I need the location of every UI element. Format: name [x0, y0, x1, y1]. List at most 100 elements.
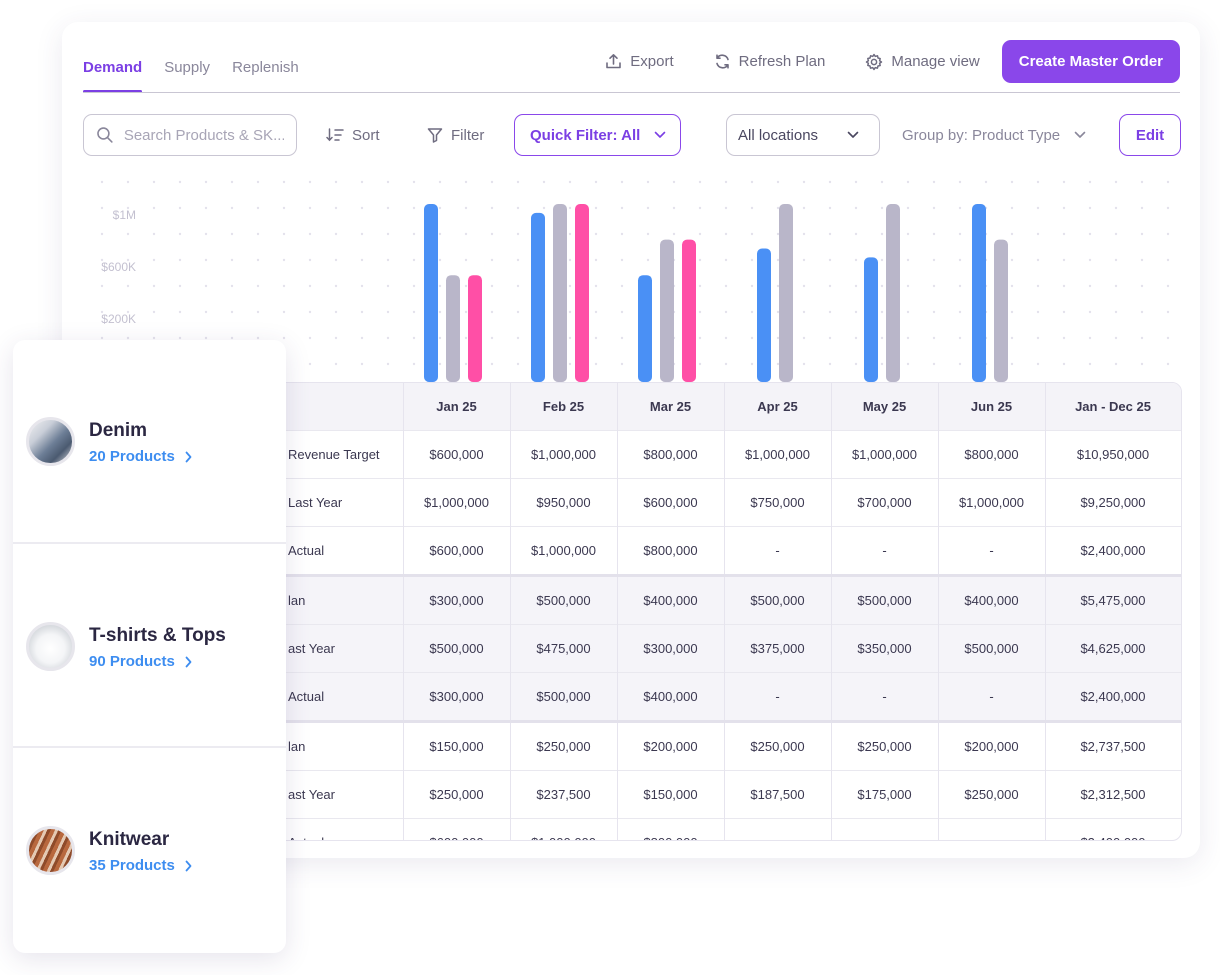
grid-dot — [360, 284, 364, 288]
grid-dot — [594, 232, 598, 236]
grid-dot — [464, 180, 468, 184]
table-cell: $237,500 — [510, 770, 618, 819]
grid-dot — [204, 232, 208, 236]
grid-dot — [178, 310, 182, 314]
grid-dot — [100, 336, 104, 340]
category-panel: Denim 20 Products T-shirts & Tops 90 Pro… — [13, 340, 286, 953]
grid-dot — [1010, 336, 1014, 340]
table-cell: $500,000 — [831, 574, 939, 625]
table-cell: $250,000 — [724, 720, 832, 771]
manage-view-label: Manage view — [891, 53, 980, 70]
grid-dot — [802, 362, 806, 366]
refresh-plan-button[interactable]: Refresh Plan — [714, 53, 825, 70]
table-cell: - — [724, 526, 832, 576]
grid-dot — [1062, 362, 1066, 366]
grid-dot — [646, 180, 650, 184]
grid-dot — [412, 284, 416, 288]
grid-dot — [880, 362, 884, 366]
grid-dot — [438, 206, 442, 210]
grid-dot — [880, 258, 884, 262]
table-cell: - — [831, 672, 939, 722]
grid-dot — [1088, 284, 1092, 288]
grid-dot — [204, 310, 208, 314]
grid-dot — [1036, 362, 1040, 366]
grid-dot — [854, 206, 858, 210]
grid-dot — [438, 362, 442, 366]
grid-dot — [1036, 258, 1040, 262]
category-item-knitwear[interactable]: Knitwear 35 Products — [13, 748, 286, 952]
grid-dot — [1140, 362, 1144, 366]
grid-dot — [750, 284, 754, 288]
tab-demand[interactable]: Demand — [83, 58, 143, 93]
tab-supply[interactable]: Supply — [164, 59, 211, 76]
grid-dot — [854, 232, 858, 236]
grid-dot — [386, 284, 390, 288]
sort-button[interactable]: Sort — [326, 114, 380, 156]
grid-dot — [880, 310, 884, 314]
grid-dot — [490, 284, 494, 288]
edit-button[interactable]: Edit — [1119, 114, 1181, 156]
category-product-count-link[interactable]: 35 Products — [89, 857, 192, 874]
grid-dot — [854, 258, 858, 262]
sort-icon — [326, 128, 344, 142]
table-cell: $400,000 — [617, 574, 725, 625]
table-cell: $300,000 — [403, 574, 511, 625]
export-icon — [606, 54, 622, 69]
grid-dot — [802, 336, 806, 340]
grid-dot — [1062, 180, 1066, 184]
grid-dot — [126, 180, 130, 184]
grid-dot — [438, 258, 442, 262]
export-button[interactable]: Export — [605, 53, 674, 70]
category-product-count-link[interactable]: 90 Products — [89, 653, 192, 670]
grid-dot — [1140, 310, 1144, 314]
table-cell: - — [831, 526, 939, 576]
table-cell: $350,000 — [831, 624, 939, 673]
grid-dot — [880, 336, 884, 340]
category-product-count-link[interactable]: 20 Products — [89, 448, 192, 465]
grid-dot — [568, 232, 572, 236]
table-cell: $2,400,000 — [1045, 818, 1181, 840]
grid-dot — [412, 206, 416, 210]
grid-dot — [750, 362, 754, 366]
grid-dot — [1010, 180, 1014, 184]
category-item-denim[interactable]: Denim 20 Products — [13, 340, 286, 544]
chart-bar — [994, 239, 1008, 382]
grid-dot — [334, 336, 338, 340]
quick-filter-dropdown[interactable]: Quick Filter: All — [514, 114, 681, 156]
group-by-dropdown[interactable]: Group by: Product Type — [902, 114, 1086, 156]
grid-dot — [152, 258, 156, 262]
table-cell: $9,250,000 — [1045, 478, 1181, 527]
search-input[interactable]: Search Products & SK... — [83, 114, 297, 156]
grid-dot — [516, 284, 520, 288]
grid-dot — [568, 180, 572, 184]
create-master-order-button[interactable]: Create Master Order — [1001, 40, 1180, 83]
grid-dot — [1010, 284, 1014, 288]
grid-dot — [256, 284, 260, 288]
table-cell: $4,625,000 — [1045, 624, 1181, 673]
grid-dot — [360, 232, 364, 236]
grid-dot — [1010, 258, 1014, 262]
grid-dot — [100, 284, 104, 288]
category-item-tshirts[interactable]: T-shirts & Tops 90 Products — [13, 544, 286, 748]
grid-dot — [880, 206, 884, 210]
grid-dot — [1010, 232, 1014, 236]
category-name: Knitwear — [89, 829, 170, 850]
grid-dot — [958, 336, 962, 340]
grid-dot — [880, 232, 884, 236]
manage-view-button[interactable]: Manage view — [865, 53, 980, 71]
table-cell: $187,500 — [724, 770, 832, 819]
grid-dot — [334, 284, 338, 288]
header-month: Jan 25 — [403, 383, 511, 431]
table-row: ast Year $250,000 $237,500 $150,000 $187,500… — [263, 770, 1181, 819]
filter-button[interactable]: Filter — [427, 114, 484, 156]
grid-dot — [594, 206, 598, 210]
location-dropdown[interactable]: All locations — [726, 114, 880, 156]
grid-dot — [958, 206, 962, 210]
demand-bar-chart: $1M $600K $200K — [100, 180, 1170, 382]
table-cell: $150,000 — [617, 770, 725, 819]
grid-dot — [568, 362, 572, 366]
tab-replenish[interactable]: Replenish — [232, 59, 299, 76]
chart-bar — [424, 204, 438, 382]
grid-dot — [906, 362, 910, 366]
grid-dot — [620, 362, 624, 366]
